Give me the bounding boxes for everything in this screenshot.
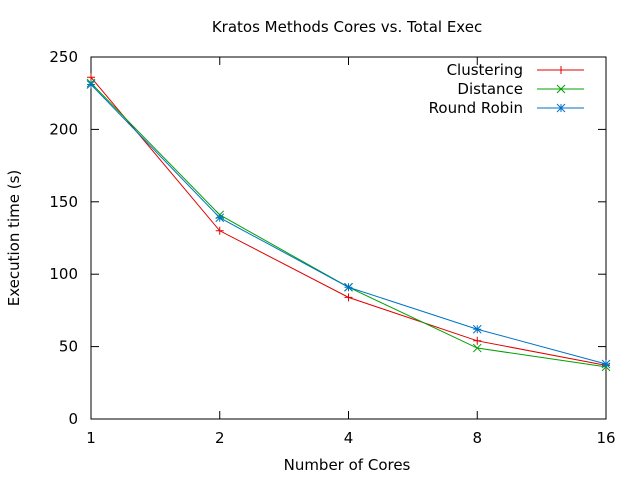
- data-point-round-robin: [601, 359, 611, 369]
- data-point-round-robin: [344, 282, 353, 292]
- data-point-clustering: [87, 73, 95, 82]
- x-tick-label: 16: [596, 429, 615, 447]
- y-axis-title: Execution time (s): [5, 170, 23, 307]
- legend-marker-round-robin: [556, 103, 566, 113]
- data-point-round-robin: [215, 213, 225, 223]
- y-tick-label: 250: [49, 48, 78, 66]
- chart-title: Kratos Methods Cores vs. Total Exec: [212, 18, 482, 36]
- data-point-clustering: [215, 226, 224, 235]
- legend-label: Distance: [457, 80, 523, 98]
- data-point-distance: [472, 343, 482, 353]
- x-tick-label: 4: [344, 429, 354, 447]
- x-tick-label: 2: [215, 429, 225, 447]
- legend-label: Clustering: [447, 61, 523, 79]
- y-tick-label: 100: [49, 265, 78, 283]
- axes: 0 50 100 150 200 250 1 2 4 8 16: [49, 48, 615, 447]
- legend-marker-distance: [556, 84, 566, 94]
- y-tick-label: 0: [68, 410, 78, 428]
- data-point-clustering: [344, 293, 353, 302]
- data-point-round-robin: [86, 80, 96, 89]
- legend-item-clustering: Clustering: [447, 61, 584, 79]
- legend-item-round-robin: Round Robin: [429, 99, 584, 117]
- legend-marker-clustering: [557, 66, 565, 74]
- plot-area-frame: [90, 56, 607, 420]
- data-point-clustering: [473, 336, 482, 345]
- y-tick-label: 150: [49, 193, 78, 211]
- series-line-clustering: [90, 76, 607, 366]
- legend-item-distance: Distance: [457, 80, 584, 98]
- x-tick-label: 8: [472, 429, 482, 447]
- series-clustering: [87, 73, 610, 370]
- y-tick-label: 50: [59, 338, 78, 356]
- data-point-round-robin: [472, 324, 482, 334]
- series-line-round-robin: [90, 84, 607, 365]
- x-tick-label: 1: [86, 429, 96, 447]
- series-distance: [86, 78, 611, 372]
- series-line-distance: [90, 82, 607, 368]
- y-tick-label: 200: [49, 120, 78, 138]
- x-axis-title: Number of Cores: [284, 456, 411, 474]
- series-layer: [86, 73, 611, 372]
- legend-label: Round Robin: [429, 99, 523, 117]
- series-round-robin: [86, 80, 611, 369]
